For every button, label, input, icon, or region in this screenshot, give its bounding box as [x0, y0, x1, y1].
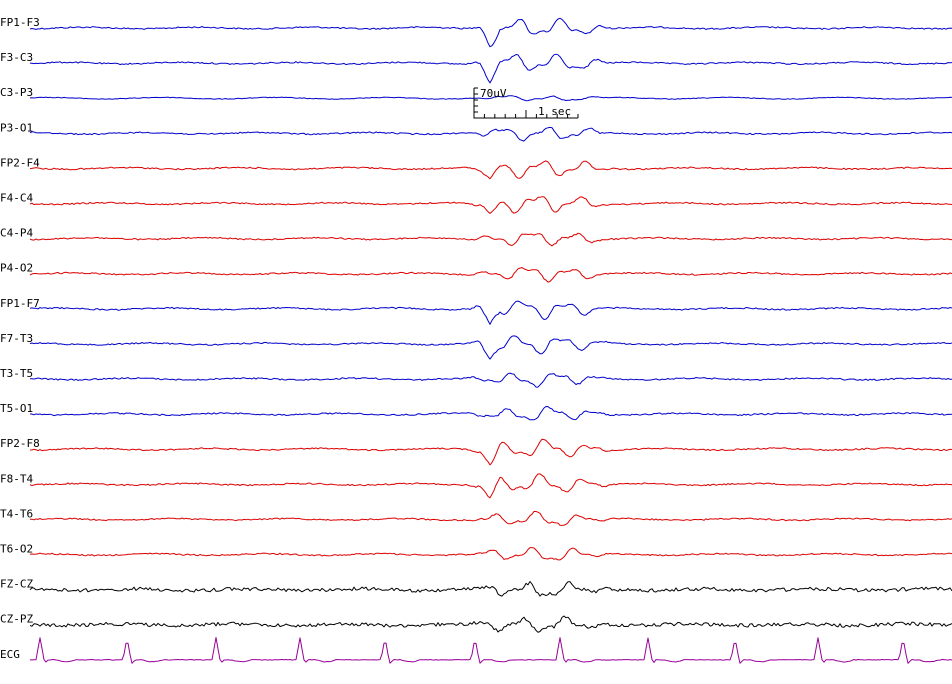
trace-p4-o2: [29, 267, 952, 283]
channel-label: FP2-F8: [0, 437, 40, 450]
calibration-ticks: [473, 87, 579, 119]
channel-label: F3-C3: [0, 51, 33, 64]
channel-label: T6-O2: [0, 543, 33, 556]
trace-f8-t4: [29, 473, 952, 499]
trace-f4-c4: [29, 196, 952, 214]
trace-p3-o1: [29, 126, 952, 142]
channel-label: T3-T5: [0, 367, 33, 380]
trace-fp1-f7: [29, 300, 952, 325]
channel-label: ECG: [0, 648, 20, 661]
channel-label: F4-C4: [0, 192, 33, 205]
time-scale-label: 1 sec: [538, 105, 571, 118]
trace-f7-t3: [29, 335, 952, 360]
trace-fz-cz: [29, 581, 952, 597]
channel-label: CZ-PZ: [0, 613, 33, 626]
trace-t3-t5: [29, 372, 952, 388]
trace-fp1-f3: [29, 17, 952, 48]
channel-label: C4-P4: [0, 227, 33, 240]
eeg-traces: [29, 17, 952, 664]
channel-label: C3-P3: [0, 86, 33, 99]
trace-cz-pz: [29, 615, 952, 633]
calibration-scale-bar: 70uV 1 sec: [473, 87, 579, 119]
channel-label: P4-O2: [0, 262, 33, 275]
channel-label: T5-O1: [0, 402, 33, 415]
trace-fp2-f8: [29, 438, 952, 466]
channel-label: FP1-F3: [0, 16, 40, 29]
trace-t5-o1: [29, 406, 952, 421]
channel-labels: FP1-F3 F3-C3 C3-P3 P3-O1 FP2-F4 F4-C4 C4-P4 P4-…: [0, 16, 40, 661]
trace-ecg: [30, 637, 952, 664]
channel-label: F8-T4: [0, 472, 33, 485]
trace-c3-p3: [29, 95, 952, 102]
trace-fp2-f4: [29, 160, 952, 180]
channel-label: T4-T6: [0, 507, 33, 520]
channel-label: P3-O1: [0, 121, 33, 134]
trace-c4-p4: [29, 232, 952, 247]
channel-label: FP1-F7: [0, 297, 40, 310]
trace-t4-t6: [29, 510, 952, 526]
channel-label: FP2-F4: [0, 156, 40, 169]
trace-f3-c3: [29, 53, 952, 84]
channel-label: FZ-CZ: [0, 578, 33, 591]
trace-t6-o2: [29, 547, 952, 561]
channel-label: F7-T3: [0, 332, 33, 345]
amplitude-scale-label: 70uV: [480, 87, 507, 100]
